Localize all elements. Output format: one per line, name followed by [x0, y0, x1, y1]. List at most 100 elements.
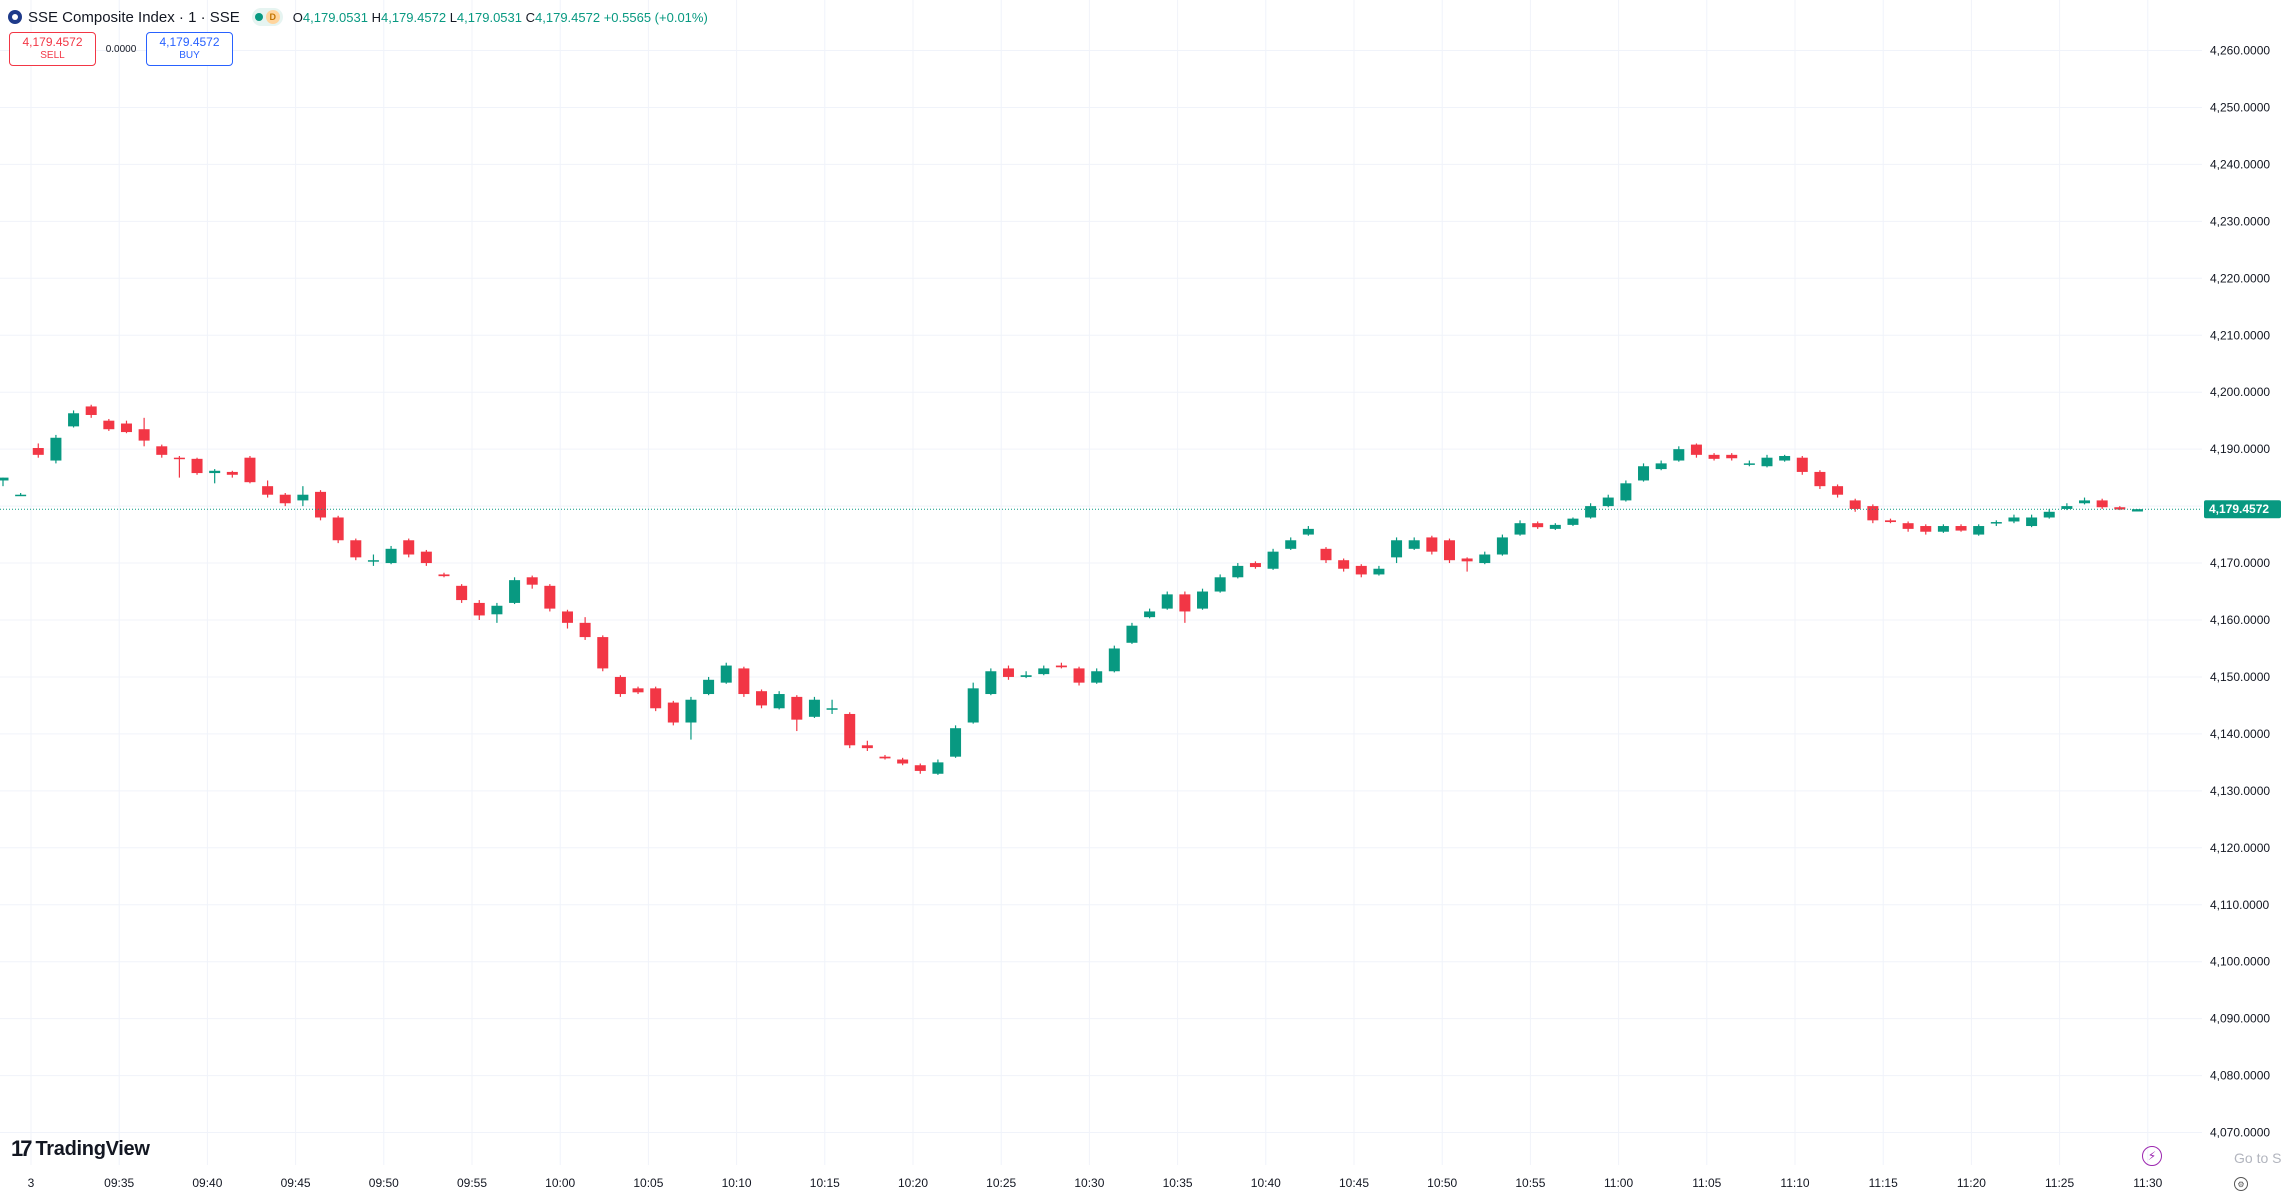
settings-icon[interactable]: ⚙: [2234, 1177, 2248, 1191]
open-value: 4,179.0531: [302, 9, 368, 25]
candle-body: [1320, 548, 1332, 561]
tradingview-mark-icon: 17: [11, 1136, 33, 1161]
candle: [1514, 520, 1526, 536]
candle-body: [32, 448, 44, 455]
candle-body: [350, 540, 362, 558]
candle-body: [315, 491, 327, 518]
candle-body: [15, 494, 27, 497]
candle: [456, 584, 468, 603]
status-badge: D: [265, 10, 280, 24]
candle-body: [2043, 511, 2055, 518]
y-tick-label: 4,120.0000: [2210, 841, 2270, 855]
candle: [2043, 508, 2055, 519]
candle-body: [173, 457, 185, 460]
candle: [1038, 665, 1050, 676]
candle: [350, 538, 362, 561]
candle: [1091, 668, 1103, 684]
candle: [226, 470, 238, 478]
candle: [861, 740, 873, 751]
candle-body: [879, 756, 891, 759]
go-to-button[interactable]: Go to S: [2234, 1150, 2281, 1166]
candle-body: [544, 585, 556, 609]
candle: [1285, 537, 1297, 550]
candle: [1990, 520, 2002, 527]
candle: [1832, 484, 1844, 498]
candle: [967, 682, 979, 724]
candle-body: [526, 577, 538, 585]
candle-body: [1973, 526, 1985, 535]
candle-body: [1443, 540, 1455, 561]
candle-body: [226, 471, 238, 475]
candle-body: [720, 665, 732, 683]
candle-body: [685, 699, 697, 723]
candle: [173, 455, 185, 478]
candle-body: [1355, 565, 1367, 575]
candle: [1884, 518, 1896, 524]
lightning-icon[interactable]: ⚡: [2142, 1146, 2162, 1166]
candle-body: [209, 470, 221, 474]
y-tick-label: 4,150.0000: [2210, 670, 2270, 684]
buy-button[interactable]: 4,179.4572 BUY: [146, 32, 233, 66]
candle: [561, 609, 573, 629]
x-tick-label: 11:10: [1780, 1176, 1809, 1190]
candle: [509, 577, 521, 605]
candle-body: [1779, 455, 1791, 461]
grid-lines: [0, 0, 2202, 1165]
candle: [473, 600, 485, 620]
candle-body: [650, 688, 662, 709]
candle-body: [1055, 665, 1067, 668]
candle: [1690, 443, 1702, 458]
price-axis[interactable]: 4,260.0000 4,250.0000 4,240.0000 4,230.0000…: [2204, 44, 2281, 1140]
candle-body: [1373, 568, 1385, 575]
y-tick-label: 4,070.0000: [2210, 1126, 2270, 1140]
tradingview-logo[interactable]: 17 TradingView: [11, 1136, 150, 1162]
candle: [597, 635, 609, 672]
candle-body: [756, 691, 768, 706]
sell-price: 4,179.4572: [22, 35, 83, 49]
candle-body: [103, 420, 115, 430]
candle: [491, 602, 503, 623]
candle-body: [156, 446, 168, 455]
x-tick-label: 10:45: [1339, 1176, 1369, 1190]
candle-body: [1743, 463, 1755, 465]
candle: [897, 757, 909, 766]
candle: [1920, 524, 1932, 535]
y-tick-label: 4,230.0000: [2210, 214, 2270, 228]
candle-body: [1955, 526, 1967, 531]
candle: [1055, 662, 1067, 669]
candle-body: [1002, 668, 1014, 677]
candle: [773, 691, 785, 710]
candle: [1214, 574, 1226, 593]
market-status[interactable]: D: [251, 8, 283, 26]
x-tick-label: 10:55: [1515, 1176, 1545, 1190]
candle: [315, 490, 327, 521]
candle-body: [579, 622, 591, 638]
x-tick-label: 09:35: [104, 1176, 134, 1190]
time-axis[interactable]: 3 09:35 09:40 09:45 09:50 09:55 10:00 10:05 10:1…: [28, 1176, 2163, 1190]
candle: [103, 418, 115, 431]
candle-body: [1990, 522, 2002, 524]
tradingview-wordmark: TradingView: [35, 1137, 150, 1160]
candle: [1020, 671, 1032, 679]
high-value: 4,179.4572: [380, 9, 447, 25]
candle: [1655, 460, 1667, 471]
candle-body: [1144, 611, 1156, 618]
candle-body: [826, 708, 838, 710]
y-tick-label: 4,110.0000: [2210, 898, 2269, 912]
candle-body: [473, 602, 485, 616]
candle: [420, 549, 432, 566]
symbol-title[interactable]: SSE Composite Index · 1 · SSE: [28, 8, 240, 26]
candle-body: [1884, 520, 1896, 523]
candle-body: [808, 699, 820, 717]
candle: [156, 444, 168, 458]
candle: [1479, 551, 1491, 565]
candle: [1179, 591, 1191, 623]
candle: [2114, 506, 2126, 511]
candle: [614, 675, 626, 697]
candle-body: [138, 429, 150, 441]
y-tick-label: 4,190.0000: [2210, 442, 2270, 456]
sell-button[interactable]: 4,179.4572 SELL: [9, 32, 96, 66]
candle-body: [1302, 528, 1314, 535]
candle-body: [1761, 457, 1773, 467]
